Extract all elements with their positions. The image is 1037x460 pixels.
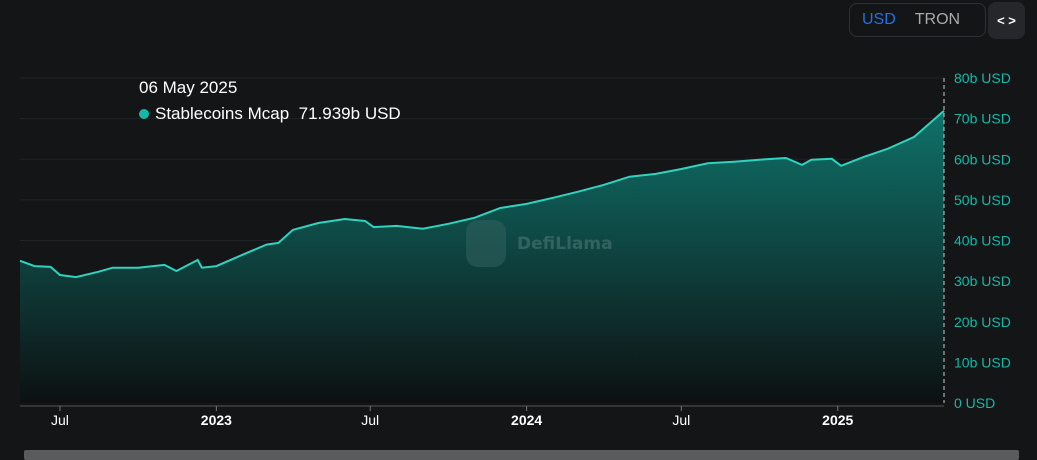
series-line bbox=[19, 109, 945, 279]
embed-button[interactable]: < > bbox=[988, 2, 1025, 39]
tooltip-series: Stablecoins Mcap bbox=[155, 104, 290, 123]
y-tick-label: 0 USD bbox=[954, 395, 995, 411]
x-tick-label: Jul bbox=[51, 412, 69, 428]
x-tick-label: 2023 bbox=[201, 412, 232, 428]
y-tick-label: 60b USD bbox=[954, 151, 1011, 167]
watermark: DefiLlama bbox=[517, 234, 613, 254]
x-tick-label: Jul bbox=[672, 412, 690, 428]
y-tick-label: 80b USD bbox=[954, 70, 1011, 86]
y-tick-label: 20b USD bbox=[954, 314, 1011, 330]
y-tick-label: 50b USD bbox=[954, 192, 1011, 208]
y-tick-label: 70b USD bbox=[954, 111, 1011, 127]
x-tick-label: Jul bbox=[361, 412, 379, 428]
watermark-logo-icon bbox=[466, 220, 506, 267]
tron-button[interactable]: TRON bbox=[914, 11, 961, 28]
zoom-scrollbar[interactable] bbox=[24, 450, 1019, 460]
denomination-toggle: USD TRON bbox=[849, 3, 986, 37]
usd-button[interactable]: USD bbox=[862, 11, 896, 28]
tooltip-date: 06 May 2025 bbox=[139, 78, 238, 97]
tooltip-value: 71.939b USD bbox=[298, 104, 401, 123]
y-tick-label: 10b USD bbox=[954, 354, 1011, 370]
y-tick-label: 40b USD bbox=[954, 233, 1011, 249]
series-dot bbox=[139, 109, 149, 119]
tooltip: 06 May 2025 Stablecoins Mcap 71.939b USD bbox=[139, 78, 401, 124]
x-tick-label: 2025 bbox=[822, 412, 853, 428]
x-tick-label: 2024 bbox=[511, 412, 542, 428]
y-tick-label: 30b USD bbox=[954, 273, 1011, 289]
code-brackets-icon: < > bbox=[997, 13, 1016, 28]
